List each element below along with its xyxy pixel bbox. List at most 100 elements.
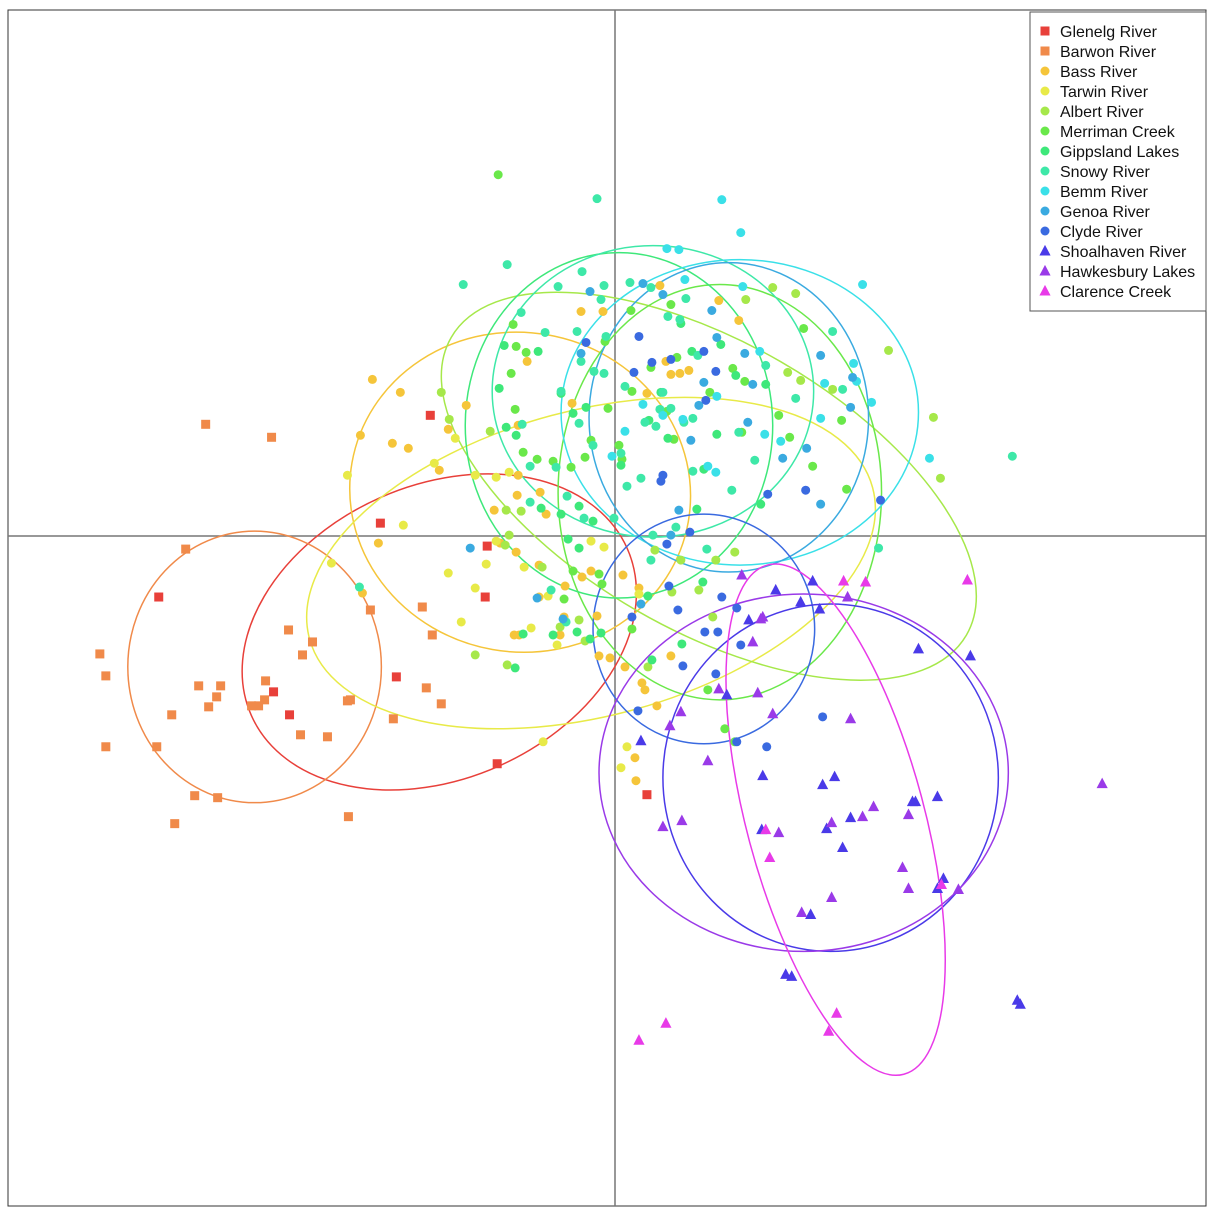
point-barwon-river-32 — [427, 630, 437, 640]
point-barwon-river-5 — [167, 710, 177, 720]
point-merriman-creek-30 — [508, 319, 518, 329]
point-clyde-river-13 — [662, 539, 672, 549]
point-bemm-river-14 — [703, 461, 713, 471]
point-merriman-creek-32 — [580, 452, 590, 462]
point-snowy-river-6 — [577, 267, 587, 277]
point-shoalhaven-river-25 — [757, 769, 769, 781]
legend-marker-glenelg-river — [1040, 26, 1050, 36]
point-clyde-river-10 — [763, 489, 773, 499]
point-gippsland-lakes-18 — [731, 370, 741, 380]
point-albert-river-16 — [796, 375, 806, 385]
point-snowy-river-9 — [646, 283, 656, 293]
point-bemm-river-20 — [620, 426, 630, 436]
point-barwon-river-7 — [216, 681, 226, 691]
point-barwon-river-31 — [417, 602, 427, 612]
point-bass-river-3 — [387, 438, 397, 448]
point-barwon-river-20 — [388, 714, 398, 724]
point-snowy-river-31 — [675, 314, 685, 324]
point-snowy-river-40 — [609, 513, 619, 523]
legend-label-merriman-creek: Merriman Creek — [1060, 124, 1176, 141]
point-barwon-river-28 — [343, 812, 353, 822]
point-genoa-river-13 — [816, 350, 826, 360]
point-barwon-river-19 — [342, 696, 352, 706]
legend-label-gippsland-lakes: Gippsland Lakes — [1060, 144, 1179, 161]
point-hawkesbury-lakes-11 — [796, 906, 808, 917]
point-barwon-river-23 — [152, 742, 162, 752]
point-merriman-creek-19 — [740, 376, 750, 386]
point-merriman-creek-8 — [566, 462, 576, 472]
point-tarwin-river-17 — [586, 536, 596, 546]
point-tarwin-river-10 — [481, 559, 491, 569]
point-genoa-river-22 — [558, 614, 568, 624]
point-barwon-river-26 — [213, 793, 223, 803]
point-bass-river-2 — [355, 430, 365, 440]
point-shoalhaven-river-10 — [906, 795, 919, 807]
point-snowy-river-52 — [354, 582, 364, 592]
point-gippsland-lakes-10 — [574, 501, 584, 511]
legend-marker-merriman-creek — [1040, 126, 1050, 136]
point-merriman-creek-23 — [842, 484, 852, 494]
ellipse-bemm-river — [560, 258, 920, 566]
point-genoa-river-6 — [748, 379, 758, 389]
point-snowy-river-16 — [589, 366, 599, 376]
point-gippsland-lakes-0 — [499, 340, 509, 350]
point-clyde-river-21 — [736, 640, 746, 650]
point-gippsland-lakes-8 — [556, 509, 566, 519]
point-gippsland-lakes-20 — [712, 429, 722, 439]
point-gippsland-lakes-22 — [756, 499, 766, 509]
ellipse-barwon-river — [127, 530, 383, 804]
point-glenelg-river-7 — [480, 592, 490, 602]
point-merriman-creek-20 — [785, 432, 795, 442]
point-hawkesbury-lakes-0 — [736, 568, 748, 580]
point-bass-river-46 — [666, 369, 676, 379]
legend-label-genoa-river: Genoa River — [1060, 204, 1150, 221]
point-shoalhaven-river-4 — [964, 649, 976, 661]
point-merriman-creek-17 — [728, 363, 738, 373]
point-glenelg-river-8 — [492, 759, 502, 769]
point-snowy-river-38 — [562, 491, 572, 501]
point-tarwin-river-3 — [429, 458, 439, 468]
point-clarence-creek-2 — [961, 573, 973, 585]
point-gippsland-lakes-25 — [548, 630, 558, 640]
point-tarwin-river-9 — [470, 583, 480, 593]
point-gippsland-lakes-1 — [494, 383, 504, 393]
point-merriman-creek-25 — [774, 410, 784, 420]
point-shoalhaven-river-21 — [814, 602, 826, 614]
point-tarwin-river-7 — [504, 467, 514, 477]
point-barwon-river-15 — [298, 650, 308, 660]
point-snowy-river-36 — [525, 497, 535, 507]
point-glenelg-river-3 — [269, 687, 279, 697]
point-barwon-river-29 — [436, 699, 446, 709]
legend-marker-albert-river — [1040, 106, 1050, 116]
point-shoalhaven-river-23 — [721, 688, 733, 700]
point-bass-river-24 — [605, 653, 615, 663]
point-snowy-river-55 — [688, 466, 698, 476]
point-merriman-creek-3 — [506, 368, 516, 378]
point-gippsland-lakes-36 — [574, 543, 584, 553]
legend-label-hawkesbury-lakes: Hawkesbury Lakes — [1060, 264, 1195, 281]
point-bass-river-48 — [522, 356, 532, 366]
point-bemm-river-5 — [738, 282, 748, 292]
point-glenelg-river-4 — [285, 710, 295, 720]
point-tarwin-river-22 — [552, 640, 562, 650]
point-merriman-creek-36 — [703, 685, 713, 695]
point-bass-river-45 — [642, 388, 652, 398]
point-snowy-river-0 — [592, 194, 602, 204]
point-clarence-creek-5 — [831, 1007, 843, 1018]
point-bemm-river-1 — [736, 228, 746, 238]
point-shoalhaven-river-1 — [770, 583, 782, 595]
point-snowy-river-24 — [658, 387, 668, 397]
point-hawkesbury-lakes-5 — [664, 719, 676, 731]
point-glenelg-river-0 — [425, 410, 435, 420]
point-bass-river-27 — [637, 678, 647, 688]
point-tarwin-river-6 — [491, 472, 501, 482]
legend-label-tarwin-river: Tarwin River — [1060, 84, 1149, 101]
point-albert-river-26 — [708, 612, 718, 622]
point-albert-river-1 — [485, 426, 495, 436]
point-genoa-river-1 — [638, 279, 648, 289]
point-shoalhaven-river-13 — [805, 908, 817, 919]
point-bass-river-29 — [560, 581, 570, 591]
point-bemm-river-6 — [858, 280, 868, 290]
legend-marker-barwon-river — [1040, 46, 1050, 56]
